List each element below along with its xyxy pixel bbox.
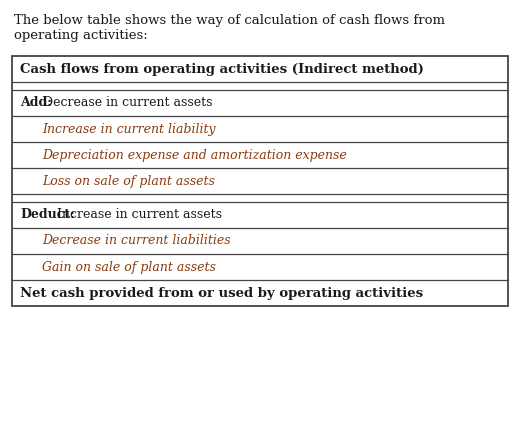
Text: The below table shows the way of calculation of cash flows from: The below table shows the way of calcula… bbox=[14, 14, 445, 27]
Text: Depreciation expense and amortization expense: Depreciation expense and amortization ex… bbox=[42, 148, 347, 162]
Text: Net cash provided from or used by operating activities: Net cash provided from or used by operat… bbox=[20, 287, 423, 299]
Text: Add:: Add: bbox=[20, 97, 52, 109]
Text: operating activities:: operating activities: bbox=[14, 29, 148, 42]
Text: Cash flows from operating activities (Indirect method): Cash flows from operating activities (In… bbox=[20, 62, 424, 75]
Bar bbox=[12, 56, 508, 306]
Text: Decrease in current assets: Decrease in current assets bbox=[38, 97, 212, 109]
Text: Decrease in current liabilities: Decrease in current liabilities bbox=[42, 234, 231, 248]
Text: Increase in current liability: Increase in current liability bbox=[42, 123, 216, 136]
Text: Loss on sale of plant assets: Loss on sale of plant assets bbox=[42, 175, 215, 187]
Text: Gain on sale of plant assets: Gain on sale of plant assets bbox=[42, 260, 216, 273]
Text: Deduct:: Deduct: bbox=[20, 209, 75, 221]
Text: Increase in current assets: Increase in current assets bbox=[53, 209, 222, 221]
